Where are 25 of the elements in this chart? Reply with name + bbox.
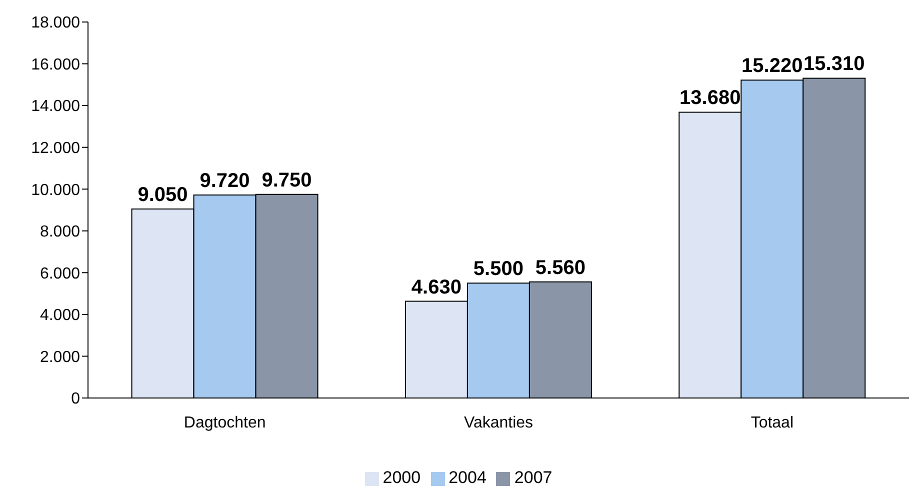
- y-tick-label: 12.000: [31, 140, 80, 158]
- data-label: 15.220: [742, 55, 803, 78]
- y-tick-label: 0: [71, 390, 80, 408]
- y-tick-label: 6.000: [40, 265, 80, 282]
- data-label: 5.560: [535, 256, 586, 279]
- data-label: 9.050: [138, 184, 188, 206]
- data-label: 9.750: [262, 169, 312, 192]
- y-tick-label: 18.000: [31, 14, 80, 32]
- y-tick-label: 8.000: [40, 224, 80, 241]
- data-label: 13.680: [680, 87, 741, 110]
- y-tick-label: 16.000: [31, 56, 80, 74]
- data-label: 4.630: [411, 276, 462, 298]
- legend-label: 2000: [382, 468, 421, 487]
- y-tick-label: 10.000: [31, 182, 80, 199]
- x-tick-label: Dagtochten: [184, 414, 266, 432]
- legend-label: 2004: [448, 468, 486, 487]
- y-tick-label: 2.000: [40, 348, 80, 366]
- legend-label: 2007: [514, 468, 552, 487]
- x-tick-label: Vakanties: [464, 414, 534, 432]
- x-tick-label: Totaal: [750, 414, 794, 432]
- data-label: 15.310: [804, 53, 865, 76]
- data-label: 5.500: [473, 258, 524, 280]
- data-label: 9.720: [200, 170, 250, 192]
- y-tick-label: 4.000: [40, 307, 80, 324]
- y-tick-label: 14.000: [31, 98, 80, 116]
